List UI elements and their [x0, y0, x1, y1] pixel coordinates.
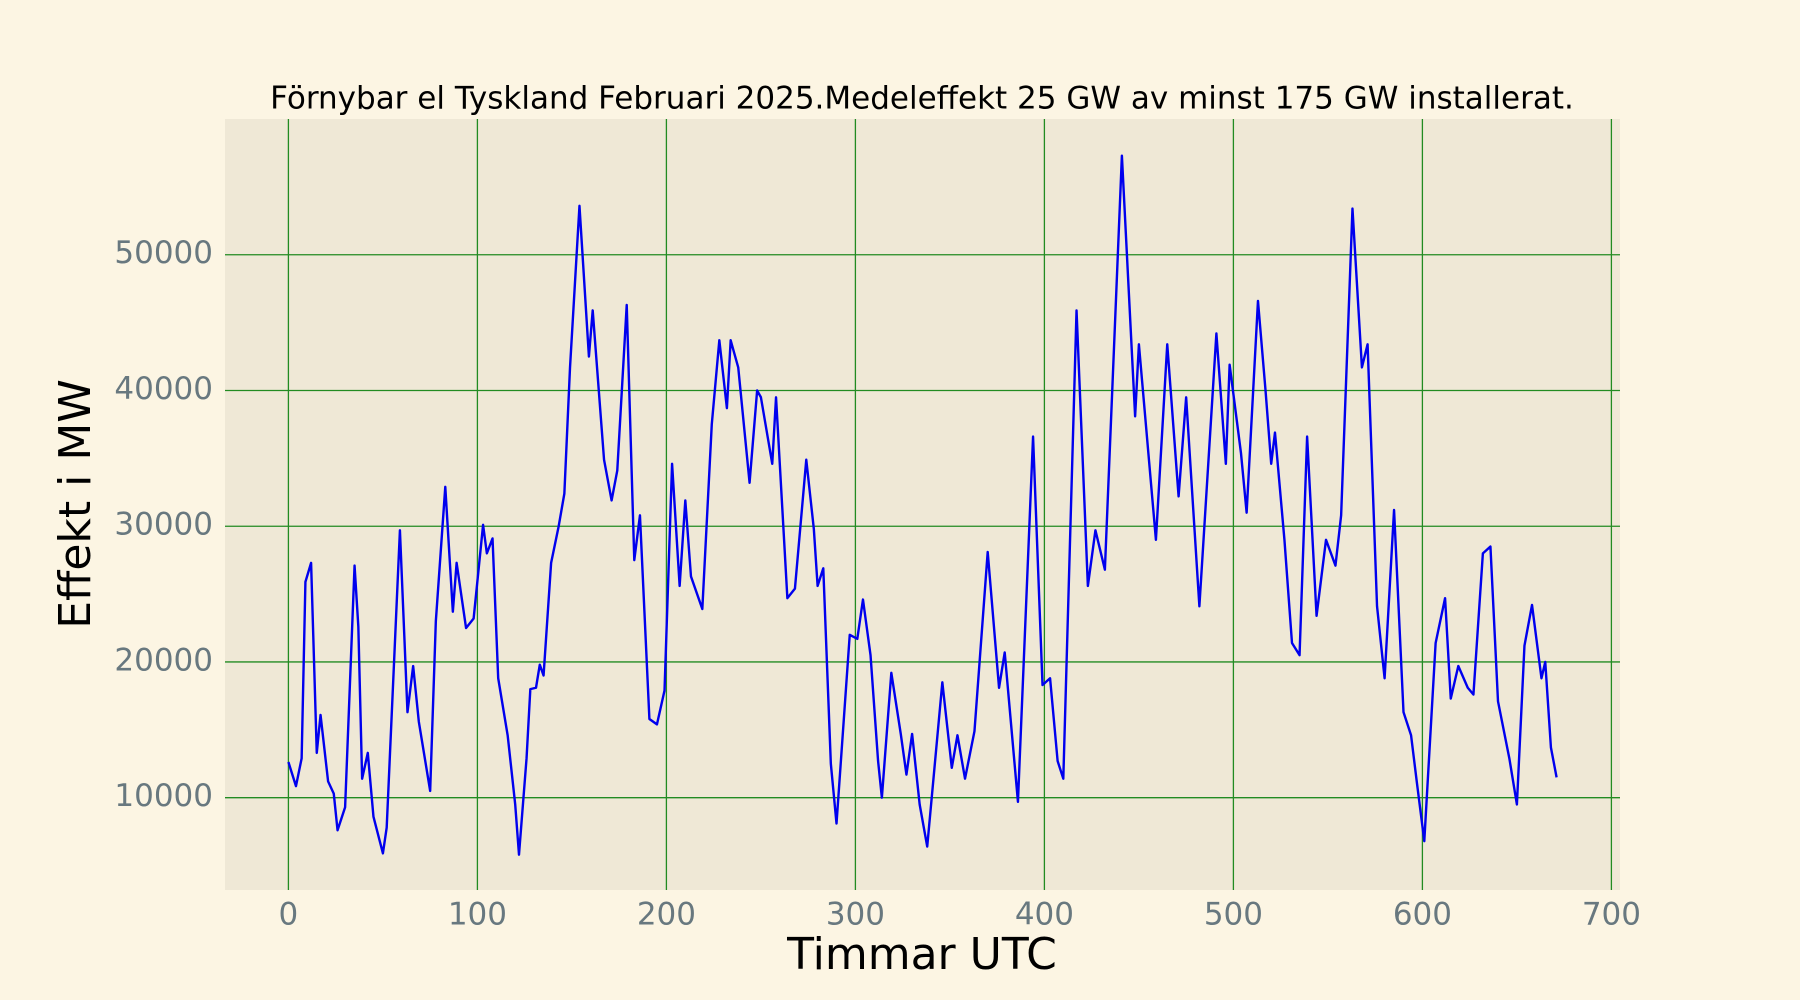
x-tick-label: 500: [1204, 897, 1263, 933]
x-tick-label: 100: [448, 897, 507, 933]
chart-title: Förnybar el Tyskland Februari 2025.Medel…: [270, 81, 1574, 117]
y-tick-label: 20000: [114, 642, 213, 678]
x-tick-label: 600: [1393, 897, 1452, 933]
y-tick-label: 10000: [114, 778, 213, 814]
data-line: [287, 154, 1558, 856]
x-tick-label: 700: [1582, 897, 1641, 933]
x-axis-label: Timmar UTC: [786, 929, 1057, 980]
y-tick-label: 30000: [114, 507, 213, 543]
y-tick-label: 50000: [114, 235, 213, 271]
x-tick-label: 0: [279, 897, 299, 933]
x-tick-label: 400: [1015, 897, 1074, 933]
plot-area: [225, 119, 1620, 890]
y-tick-label: 40000: [114, 371, 213, 407]
x-tick-label: 300: [826, 897, 885, 933]
x-tick-label: 200: [637, 897, 696, 933]
y-axis-label: Effekt i MW: [50, 379, 101, 629]
